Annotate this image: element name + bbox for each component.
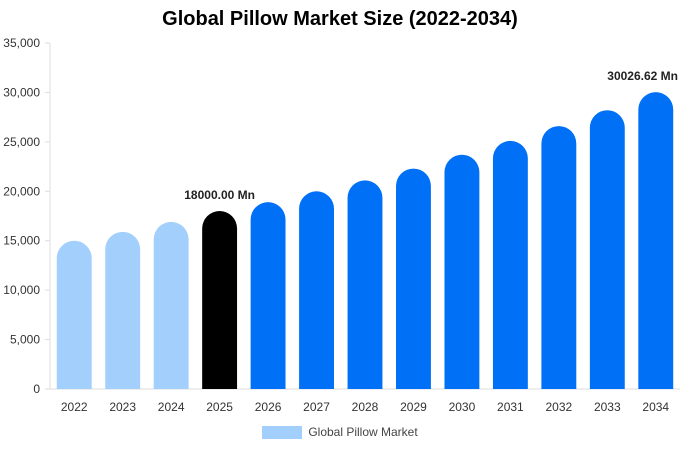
y-tick-label: 5,000: [10, 333, 40, 347]
y-tick-label: 35,000: [3, 36, 40, 50]
y-axis-ticks: 0 5,000 10,000 15,000 20,000 25,000 30,000 35,0…: [3, 36, 50, 396]
data-label-2025: 18000.00 Mn: [184, 188, 255, 202]
y-tick-label: 15,000: [3, 234, 40, 248]
y-tick-label: 10,000: [3, 283, 40, 297]
bar-2027: [299, 191, 334, 389]
x-tick-label: 2032: [545, 400, 572, 414]
bar-2026: [250, 202, 286, 389]
x-tick-label: 2023: [109, 400, 136, 414]
legend-swatch: [262, 425, 303, 439]
chart-title: Global Pillow Market Size (2022-2034): [162, 8, 518, 30]
y-tick-label: 20,000: [3, 184, 40, 198]
x-tick-label: 2030: [449, 400, 476, 414]
y-tick-label: 30,000: [3, 85, 40, 99]
bar-2034: [638, 92, 674, 389]
x-tick-label: 2026: [255, 400, 282, 414]
legend: Global Pillow Market: [0, 425, 680, 439]
bar-2025: [202, 211, 238, 389]
x-tick-label: 2022: [61, 400, 88, 414]
x-axis-ticks: 2022 2023 2024 2025 2026 2027 2028 2029 2030 2031…: [61, 400, 670, 414]
data-labels: 18000.00 Mn 30026.62 Mn: [184, 69, 678, 202]
bar-2030: [444, 154, 480, 389]
y-tick-label: 0: [33, 382, 40, 396]
x-tick-label: 2028: [352, 400, 379, 414]
bar-2023: [105, 231, 141, 389]
data-label-2034: 30026.62 Mn: [607, 69, 678, 83]
x-tick-label: 2025: [206, 400, 233, 414]
bar-2022: [56, 240, 92, 389]
y-tick-label: 25,000: [3, 135, 40, 149]
bar-2031: [492, 140, 528, 389]
bar-2024: [153, 221, 189, 389]
x-tick-label: 2024: [158, 400, 185, 414]
bar-2032: [541, 126, 577, 389]
x-tick-label: 2034: [642, 400, 669, 414]
x-tick-label: 2031: [497, 400, 524, 414]
x-tick-label: 2027: [303, 400, 330, 414]
legend-label: Global Pillow Market: [308, 425, 418, 439]
bar-2033: [589, 110, 625, 389]
bar-2029: [396, 168, 431, 389]
x-tick-label: 2029: [400, 400, 427, 414]
bar-2028: [347, 180, 383, 389]
x-tick-label: 2033: [594, 400, 621, 414]
bars-group: [56, 92, 674, 389]
